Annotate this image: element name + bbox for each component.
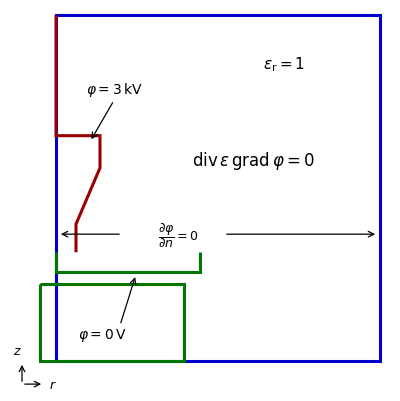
- Text: $\varepsilon_\mathrm{r} = 1$: $\varepsilon_\mathrm{r} = 1$: [263, 55, 305, 73]
- Text: $r$: $r$: [49, 378, 56, 391]
- Text: $\varphi = 0\,\mathrm{V}$: $\varphi = 0\,\mathrm{V}$: [78, 326, 126, 343]
- Text: $z$: $z$: [13, 344, 22, 357]
- Text: $\dfrac{\partial \varphi}{\partial n} = 0$: $\dfrac{\partial \varphi}{\partial n} = …: [158, 220, 198, 249]
- Text: $\varphi = 3\,\mathrm{kV}$: $\varphi = 3\,\mathrm{kV}$: [86, 81, 143, 99]
- Text: $\mathrm{div}\, \varepsilon\, \mathrm{grad}\, \varphi = 0$: $\mathrm{div}\, \varepsilon\, \mathrm{gr…: [192, 150, 316, 171]
